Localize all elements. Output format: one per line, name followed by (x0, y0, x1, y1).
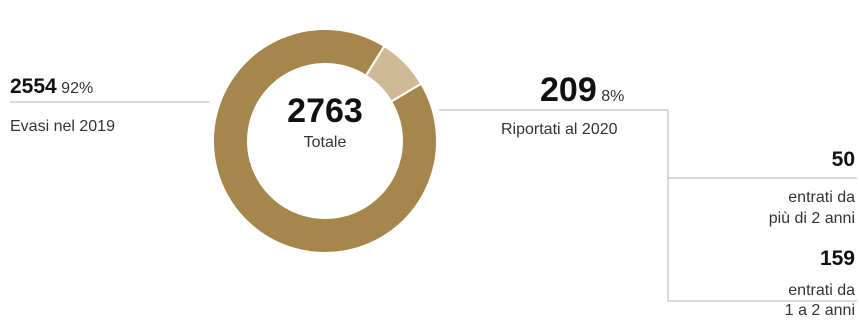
riportati-label: Riportati al 2020 (501, 121, 618, 138)
total-value: 2763 (287, 92, 363, 130)
riportati-percent: 8% (601, 88, 625, 105)
evasi-label: Evasi nel 2019 (10, 118, 115, 135)
breakdown-50: 50 (695, 148, 855, 172)
breakdown-50-label-line1: entrati da (788, 189, 855, 206)
breakdown-159-label-line1: entrati da (788, 282, 855, 299)
breakdown-159-label-line2: 1 a 2 anni (784, 302, 855, 319)
evasi-value: 2554 (10, 75, 57, 98)
breakdown-50-label-line2: più di 2 anni (768, 210, 855, 227)
callout-evasi: 2554 92% (10, 75, 93, 99)
total-label: Totale (303, 134, 347, 151)
breakdown-159-label: entrati da 1 a 2 anni (695, 281, 855, 321)
breakdown-159-value: 159 (819, 247, 855, 270)
riportati-value: 209 (540, 71, 597, 109)
breakdown-50-label: entrati da più di 2 anni (695, 187, 855, 229)
donut-center: 2763 Totale (255, 92, 395, 152)
callout-riportati: 209 8% (540, 71, 624, 110)
evasi-percent: 92% (61, 80, 94, 97)
breakdown-50-value: 50 (831, 148, 855, 171)
breakdown-159: 159 (695, 247, 855, 271)
slice-evasi (212, 28, 438, 254)
